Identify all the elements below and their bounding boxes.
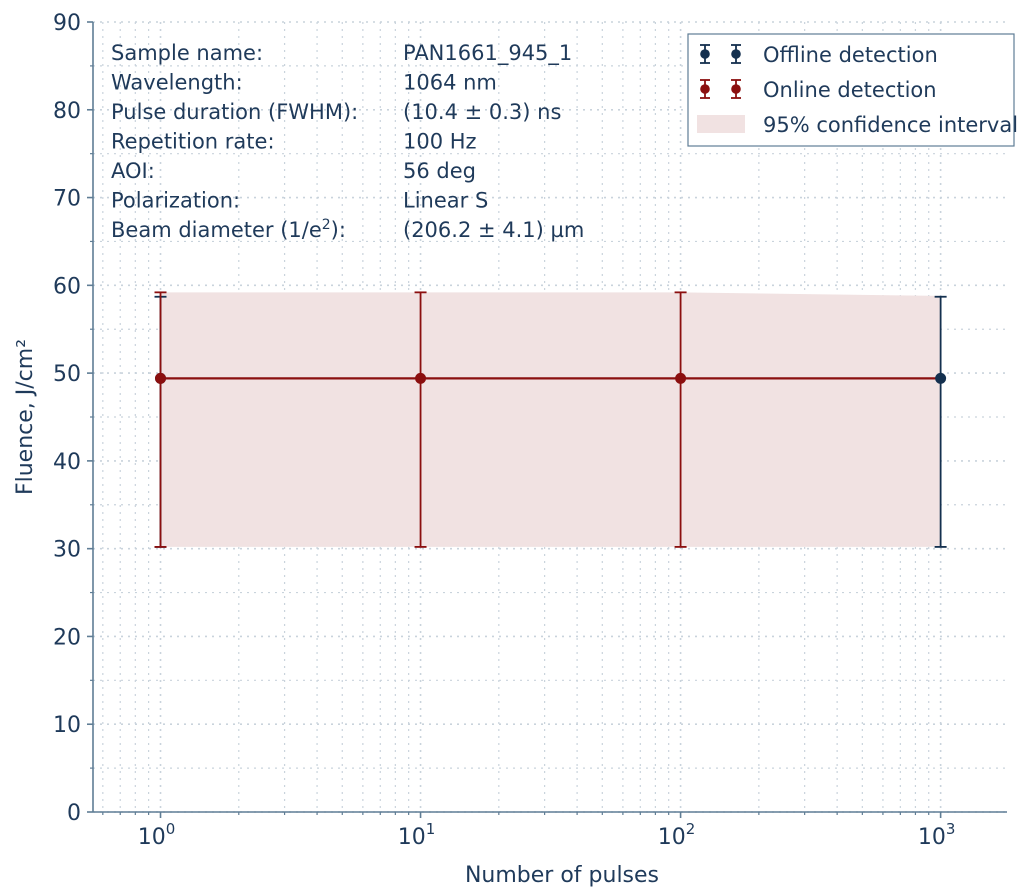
- y-tick-label: 70: [53, 187, 81, 212]
- y-tick-label: 50: [53, 362, 81, 387]
- legend-entry: 95% confidence interval: [697, 113, 1018, 137]
- series-layer: [154, 291, 947, 548]
- legend-entry: Offline detection: [700, 43, 938, 67]
- confidence-band: [160, 292, 941, 547]
- legend-marker: [731, 84, 741, 94]
- x-tick-label: 103: [918, 820, 956, 850]
- legend-label: Offline detection: [763, 43, 938, 67]
- y-tick-label: 90: [53, 11, 81, 36]
- legend-marker: [700, 84, 710, 94]
- axes: 0 10 20 30 40 50 60 70 80 90 100 101 102 103 Number of…: [13, 11, 1007, 888]
- info-value: 1064 nm: [403, 71, 497, 95]
- x-tick-label: 102: [658, 820, 696, 850]
- info-key: Sample name:: [111, 41, 263, 65]
- sample-info-table: Sample name: PAN1661_945_1 Wavelength: 1064…: [111, 41, 584, 242]
- info-value: 100 Hz: [403, 130, 477, 154]
- info-key: Repetition rate:: [111, 130, 275, 154]
- info-key: Pulse duration (FWHM):: [111, 100, 358, 124]
- y-tick-label: 0: [67, 801, 81, 826]
- data-point: [415, 372, 427, 384]
- legend: Offline detection Online detection 95% con…: [687, 33, 1018, 147]
- legend-label: Online detection: [763, 78, 937, 102]
- info-value: 56 deg: [403, 159, 476, 183]
- info-key: Beam diameter (1/e2):: [111, 217, 346, 242]
- y-tick-label: 60: [53, 274, 81, 299]
- y-tick-label: 20: [53, 625, 81, 650]
- legend-label: 95% confidence interval: [763, 113, 1018, 137]
- legend-marker: [700, 49, 710, 59]
- y-tick-label: 80: [53, 99, 81, 124]
- data-point: [675, 372, 687, 384]
- info-key: AOI:: [111, 159, 155, 183]
- x-tick-label: 101: [398, 820, 436, 850]
- series-online-detection: [154, 291, 687, 548]
- x-axis-title: Number of pulses: [465, 863, 659, 888]
- info-key: Wavelength:: [111, 71, 243, 95]
- y-tick-label: 40: [53, 450, 81, 475]
- data-point: [935, 372, 947, 384]
- info-value: PAN1661_945_1: [403, 41, 572, 66]
- legend-entry: Online detection: [700, 78, 937, 102]
- info-value: Linear S: [403, 189, 488, 213]
- legend-swatch: [697, 115, 745, 133]
- data-point: [155, 372, 167, 384]
- y-tick-label: 30: [53, 538, 81, 563]
- legend-marker: [731, 49, 741, 59]
- x-tick-label: 100: [138, 820, 176, 850]
- y-axis-title: Fluence, J/cm²: [13, 339, 38, 495]
- info-value: (206.2 ± 4.1) µm: [403, 218, 584, 242]
- confidence-band-layer: [160, 292, 941, 547]
- info-key: Polarization:: [111, 189, 240, 213]
- info-value: (10.4 ± 0.3) ns: [403, 100, 561, 124]
- y-tick-label: 10: [53, 713, 81, 738]
